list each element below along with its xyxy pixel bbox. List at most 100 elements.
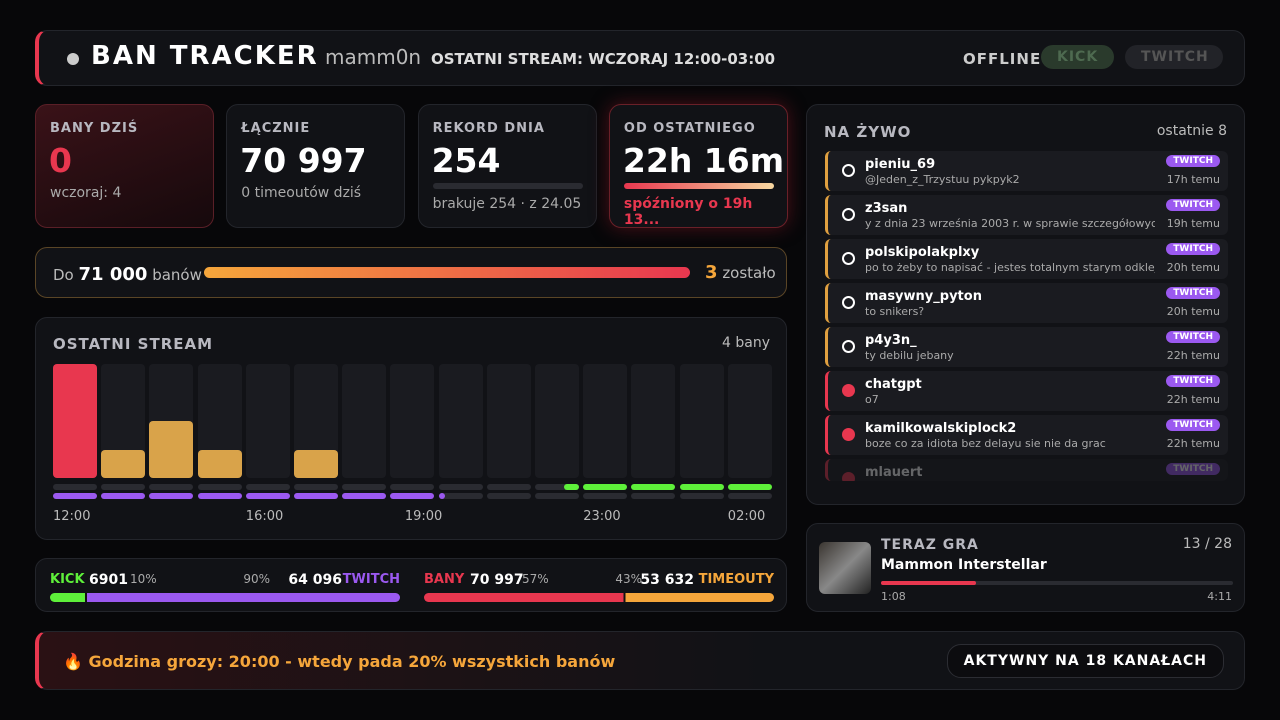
kick-seg <box>390 484 435 490</box>
np-track: Mammon Interstellar <box>881 557 1047 573</box>
split-right-pct: 90% <box>243 572 270 586</box>
np-duration: 4:11 <box>1207 590 1232 603</box>
username: pieniu_69 <box>865 157 936 172</box>
twitch-seg <box>197 493 242 499</box>
stat-value: 0 <box>49 141 72 180</box>
split-left-name: BANY <box>424 572 465 587</box>
kick-seg <box>245 484 290 490</box>
time-label: 23:00 <box>583 509 621 524</box>
live-item: z3san y z dnia 23 września 2003 r. w spra… <box>825 195 1228 235</box>
username: polskipolakplxy <box>865 245 980 260</box>
live-item: kamilkowalskiplock2 boze co za idiota bez… <box>825 415 1228 455</box>
stat-card: BANY DZIŚ 0 wczoraj: 4 <box>35 104 214 228</box>
kick-seg <box>438 484 483 490</box>
np-bar <box>881 581 1233 585</box>
kick-seg <box>535 484 579 490</box>
footer: 🔥 Godzina grozy: 20:00 - wtedy pada 20% … <box>35 631 1245 690</box>
goal-left: 3 zostało <box>705 262 776 283</box>
bar <box>149 421 194 478</box>
stat-label: BANY DZIŚ <box>50 121 139 136</box>
twitch-seg <box>727 493 772 499</box>
stat-label: OD OSTATNIEGO <box>623 121 756 136</box>
split-bar <box>50 593 400 602</box>
split-right-pct: 43% <box>615 572 642 586</box>
kick-seg <box>564 484 579 490</box>
bar-slot <box>535 364 579 478</box>
platform-badge: TWITCH <box>1166 243 1220 255</box>
stat-value: 22h 16m <box>622 141 785 180</box>
kick-seg <box>583 484 628 490</box>
goal-target: 71 000 <box>78 264 148 285</box>
time-ago: 20h temu <box>1166 305 1220 318</box>
live-item: chatgpt o7 TWITCH 22h temu <box>825 371 1228 411</box>
username: masywny_pyton <box>865 289 982 304</box>
last-stream: OSTATNI STREAM: WCZORAJ 12:00-03:00 <box>431 50 776 68</box>
late-bar <box>623 183 774 189</box>
live-item: p4y3n_ ty debilu jebany TWITCH 22h temu <box>825 327 1228 367</box>
split-right-name: TIMEOUTY <box>698 572 774 587</box>
ban-icon <box>842 472 855 481</box>
split-right-name: TWITCH <box>342 572 400 587</box>
twitch-seg <box>438 493 445 499</box>
np-label: TERAZ GRA <box>881 537 979 553</box>
platform-badge: TWITCH <box>1166 463 1220 475</box>
message: y z dnia 23 września 2003 r. w sprawie s… <box>865 217 1155 230</box>
message: to snikers? <box>865 305 925 318</box>
live-item: pieniu_69 @Jeden_z_Trzystuu pykpyk2 TWITCH… <box>825 151 1228 191</box>
live-title: NA ŻYWO <box>824 123 912 141</box>
split-bar <box>424 593 774 602</box>
kick-seg <box>53 484 97 490</box>
np-progress <box>881 581 977 585</box>
kick-seg <box>294 484 338 490</box>
status-dot <box>67 53 79 65</box>
live-count: ostatnie 8 <box>1156 123 1227 139</box>
bar-slot <box>583 364 628 478</box>
message: boze co za idiota bez delayu sie nie da … <box>865 437 1106 450</box>
twitch-seg <box>679 493 724 499</box>
channels-badge: AKTYWNY NA 18 KANAŁACH <box>946 644 1224 678</box>
platform-badge: TWITCH <box>1166 331 1220 343</box>
twitch-seg <box>390 493 435 499</box>
twitch-seg <box>245 493 290 499</box>
ban-icon <box>842 428 855 441</box>
goal-bar <box>204 267 690 278</box>
goal-prefix: Do <box>53 266 74 284</box>
username: mlauert <box>865 465 923 480</box>
twitch-seg <box>149 493 194 499</box>
time-ago: 22h temu <box>1166 393 1220 406</box>
title: BAN TRACKER <box>91 41 319 71</box>
live-item: masywny_pyton to snikers? TWITCH 20h temu <box>825 283 1228 323</box>
platform-tab[interactable]: KICK <box>1041 45 1115 69</box>
bar-slot <box>438 364 483 478</box>
stream-title: OSTATNI STREAM <box>53 335 214 353</box>
cover <box>819 542 871 594</box>
username: p4y3n_ <box>865 333 917 348</box>
stream-panel: OSTATNI STREAM 4 bany 12:00 16:00 19:00 23:… <box>35 317 787 540</box>
twitch-seg <box>101 493 146 499</box>
timeout-icon <box>842 164 855 177</box>
twitch-seg <box>53 493 97 499</box>
stat-sub: 0 timeoutów dziś <box>241 185 362 201</box>
kick-seg <box>149 484 194 490</box>
bar-slot <box>631 364 676 478</box>
kick-seg <box>486 484 531 490</box>
bar <box>53 364 97 478</box>
twitch-seg <box>294 493 338 499</box>
platform-tab[interactable]: TWITCH <box>1125 45 1223 69</box>
bar-slot <box>390 364 435 478</box>
twitch-seg <box>583 493 628 499</box>
message: o7 <box>865 393 879 406</box>
live-item: polskipolakplxy po to żeby to napisać - j… <box>825 239 1228 279</box>
stat-card: ŁĄCZNIE 70 997 0 timeoutów dziś <box>226 104 406 228</box>
split-left-name: KICK <box>50 572 85 587</box>
time-label: 12:00 <box>53 509 91 524</box>
timeout-icon <box>842 208 855 221</box>
status: OFFLINE <box>963 50 1042 68</box>
username: chatgpt <box>865 377 922 392</box>
stat-sub: wczoraj: 4 <box>50 185 122 201</box>
kick-seg <box>727 484 772 490</box>
bar <box>294 449 338 478</box>
kick-seg <box>679 484 724 490</box>
bar-slot <box>486 364 531 478</box>
twitch-seg <box>438 493 483 499</box>
